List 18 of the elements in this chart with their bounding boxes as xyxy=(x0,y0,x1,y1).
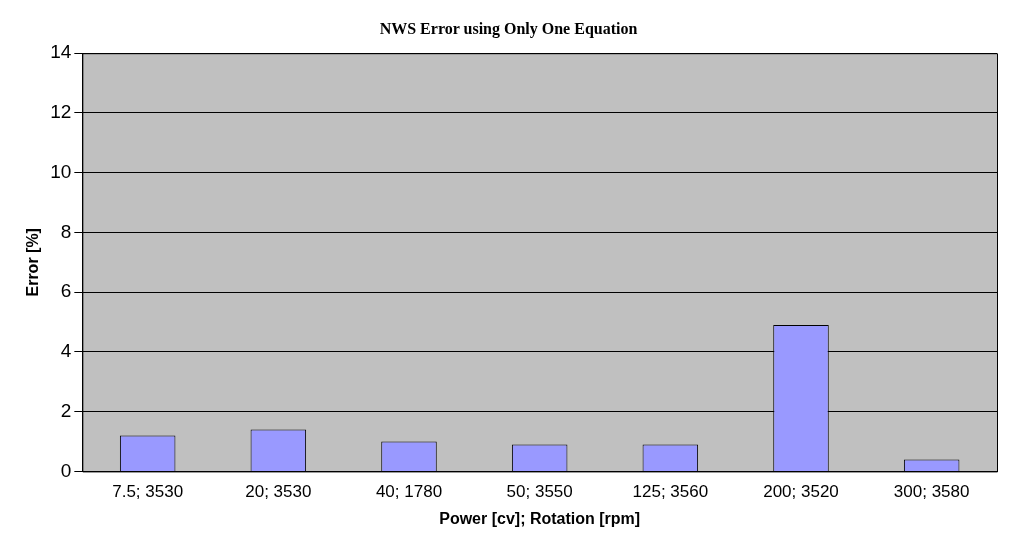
y-tick-label: 2 xyxy=(60,399,72,421)
y-tick-label: 6 xyxy=(60,280,72,302)
y-tick-label: 0 xyxy=(60,459,72,481)
chart-title: NWS Error using Only One Equation xyxy=(379,19,638,38)
y-tick-label: 14 xyxy=(50,41,72,63)
x-tick-label: 300; 3580 xyxy=(893,482,970,502)
y-tick-label: 12 xyxy=(50,101,72,123)
y-tick-label: 8 xyxy=(60,220,72,242)
x-tick-label: 125; 3560 xyxy=(632,482,709,502)
x-axis-title: Power [cv]; Rotation [rpm] xyxy=(439,509,641,527)
y-axis-title: Error [%] xyxy=(24,228,42,297)
x-tick-label: 200; 3520 xyxy=(763,482,839,502)
x-tick-label: 7.5; 3530 xyxy=(112,482,184,502)
x-tick-label: 40; 1780 xyxy=(375,482,443,502)
y-tick-label: 4 xyxy=(60,340,72,362)
y-tick-label: 10 xyxy=(50,160,72,182)
x-tick-label: 50; 3550 xyxy=(506,482,573,502)
x-tick-label: 20; 3530 xyxy=(245,482,312,502)
